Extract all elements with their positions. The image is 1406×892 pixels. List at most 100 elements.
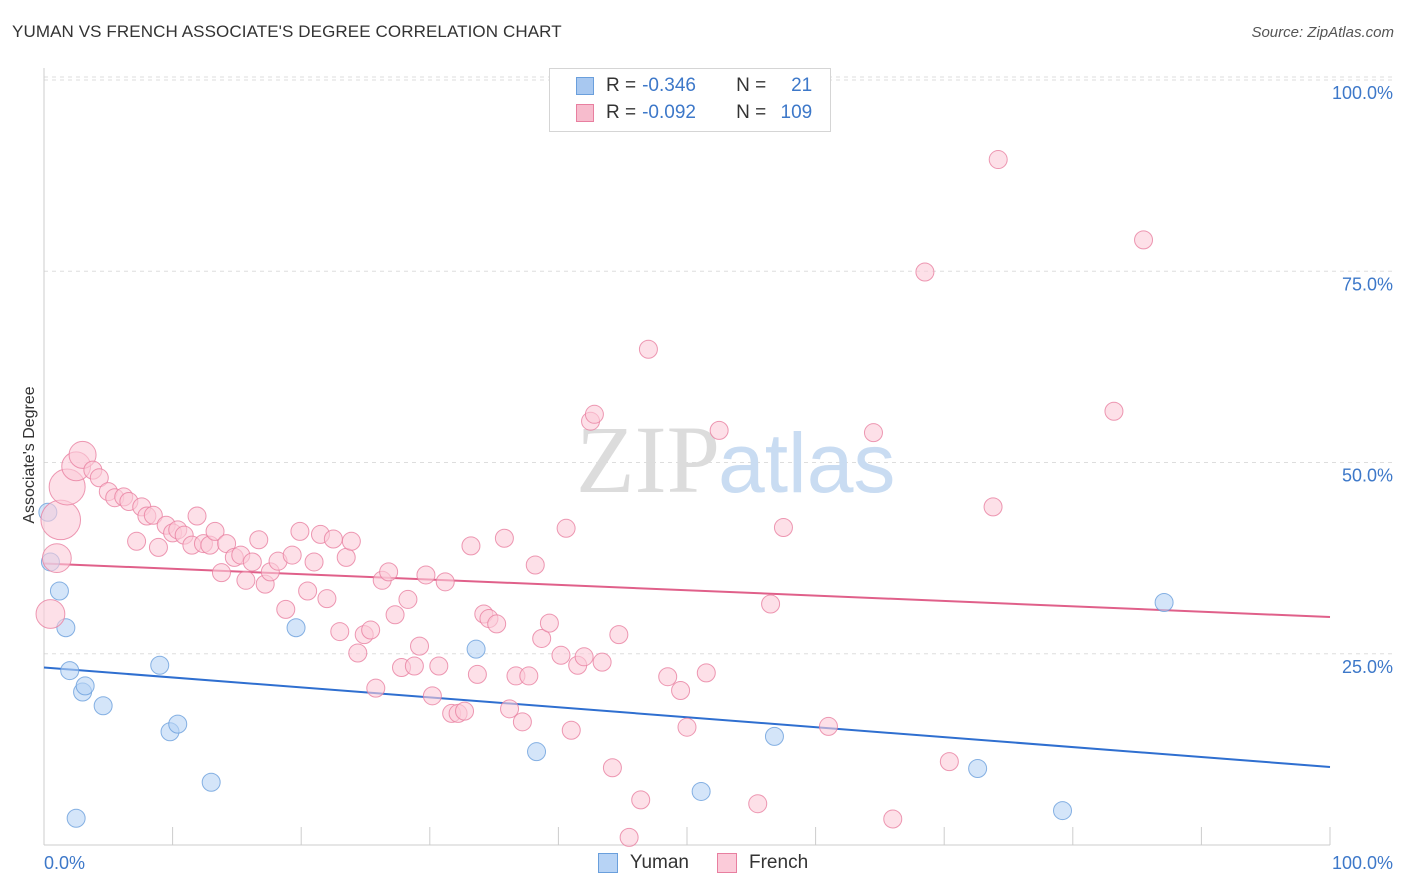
data-point-french xyxy=(883,809,903,829)
data-point-yuman xyxy=(66,808,86,828)
data-point-french xyxy=(398,589,418,609)
data-point-yuman xyxy=(1053,801,1073,821)
data-point-french xyxy=(298,581,318,601)
data-point-french xyxy=(863,423,883,443)
legend-n-label: N = xyxy=(736,102,767,123)
y-tick-label: 100.0% xyxy=(1332,83,1393,103)
data-point-yuman xyxy=(968,759,988,778)
data-point-french xyxy=(410,636,430,656)
data-point-french xyxy=(290,521,310,541)
data-point-french xyxy=(988,150,1008,170)
data-point-french xyxy=(602,758,622,778)
data-point-french xyxy=(276,599,296,619)
data-point-french xyxy=(761,594,781,614)
data-point-french xyxy=(455,701,475,721)
data-point-french xyxy=(385,605,405,625)
legend-r-value: -0.092 xyxy=(642,102,696,123)
data-point-french xyxy=(671,680,691,700)
data-point-french xyxy=(366,678,386,698)
data-point-french xyxy=(556,518,576,538)
data-point-yuman xyxy=(691,781,711,801)
data-point-yuman xyxy=(93,696,113,716)
legend-row-french: R = -0.092 N = 109 xyxy=(550,100,812,126)
data-point-french xyxy=(658,667,678,687)
data-points xyxy=(35,150,1174,847)
data-point-french xyxy=(323,529,343,549)
data-point-french xyxy=(89,468,109,488)
data-point-yuman xyxy=(466,639,486,659)
data-point-french xyxy=(41,543,72,574)
data-point-french xyxy=(525,555,545,575)
data-point-french xyxy=(551,645,571,665)
data-point-french xyxy=(148,537,168,557)
legend-r-label: R = xyxy=(606,75,637,96)
legend-r-label: R = xyxy=(606,102,637,123)
data-point-french xyxy=(539,613,559,633)
legend-n-value: 21 xyxy=(791,75,813,96)
data-point-french xyxy=(236,570,256,590)
data-point-french xyxy=(500,699,520,719)
data-point-french xyxy=(187,506,207,526)
data-point-french xyxy=(532,628,552,648)
data-point-french xyxy=(336,547,356,567)
data-point-yuman xyxy=(168,714,188,734)
y-tick-label: 50.0% xyxy=(1342,466,1393,486)
legend-n-value: 109 xyxy=(780,102,813,123)
data-point-yuman xyxy=(60,661,80,681)
data-point-french xyxy=(249,530,269,550)
data-point-yuman xyxy=(286,618,306,638)
data-point-french xyxy=(638,339,658,359)
series-label-yuman: Yuman xyxy=(629,852,689,873)
data-point-french xyxy=(242,552,262,572)
trend-line-yuman xyxy=(43,666,1331,768)
data-point-french xyxy=(748,794,768,814)
y-tick-label: 75.0% xyxy=(1342,274,1393,294)
data-point-french xyxy=(494,528,514,548)
trend-lines xyxy=(43,562,1331,768)
data-point-french xyxy=(143,505,163,525)
data-point-french xyxy=(939,752,959,772)
data-point-french xyxy=(619,827,639,847)
data-point-french xyxy=(379,562,399,582)
data-point-french xyxy=(435,572,455,592)
data-point-french xyxy=(330,622,350,642)
data-point-french xyxy=(317,589,337,609)
x-tick-label: 0.0% xyxy=(44,853,85,873)
data-point-yuman xyxy=(75,676,95,696)
data-point-french xyxy=(127,531,147,551)
data-point-french xyxy=(467,664,487,684)
legend-swatch-yuman xyxy=(576,77,594,95)
data-point-french xyxy=(631,790,651,810)
data-point-french xyxy=(574,647,594,667)
data-point-french xyxy=(561,720,581,740)
y-tick-label: 25.0% xyxy=(1342,657,1393,677)
data-point-french xyxy=(416,565,436,585)
data-point-french xyxy=(461,536,481,556)
data-point-french xyxy=(677,717,697,737)
data-point-french xyxy=(35,599,66,629)
data-point-yuman xyxy=(201,772,221,792)
data-point-yuman xyxy=(527,742,547,762)
data-point-french xyxy=(304,552,324,572)
y-axis-label: Associate's Degree xyxy=(21,386,38,523)
data-point-french xyxy=(609,625,629,645)
series-legend-yuman[interactable]: Yuman xyxy=(597,852,689,874)
data-point-french xyxy=(404,656,424,676)
data-point-french xyxy=(818,716,838,736)
data-point-french xyxy=(1134,230,1154,250)
data-point-french xyxy=(773,518,793,538)
series-swatch-yuman xyxy=(597,853,618,873)
trend-line-french xyxy=(43,562,1331,619)
legend-n-label: N = xyxy=(736,75,767,96)
chart-title: YUMAN VS FRENCH ASSOCIATE'S DEGREE CORRE… xyxy=(12,22,562,41)
data-point-yuman xyxy=(150,655,170,675)
data-point-french xyxy=(422,686,442,706)
data-point-french xyxy=(592,652,612,672)
data-point-french xyxy=(512,712,532,732)
series-swatch-french xyxy=(717,853,737,873)
data-point-yuman xyxy=(49,581,69,601)
data-point-french xyxy=(1104,401,1124,421)
data-point-yuman xyxy=(1154,592,1174,612)
series-legend-french[interactable]: French xyxy=(717,852,808,874)
